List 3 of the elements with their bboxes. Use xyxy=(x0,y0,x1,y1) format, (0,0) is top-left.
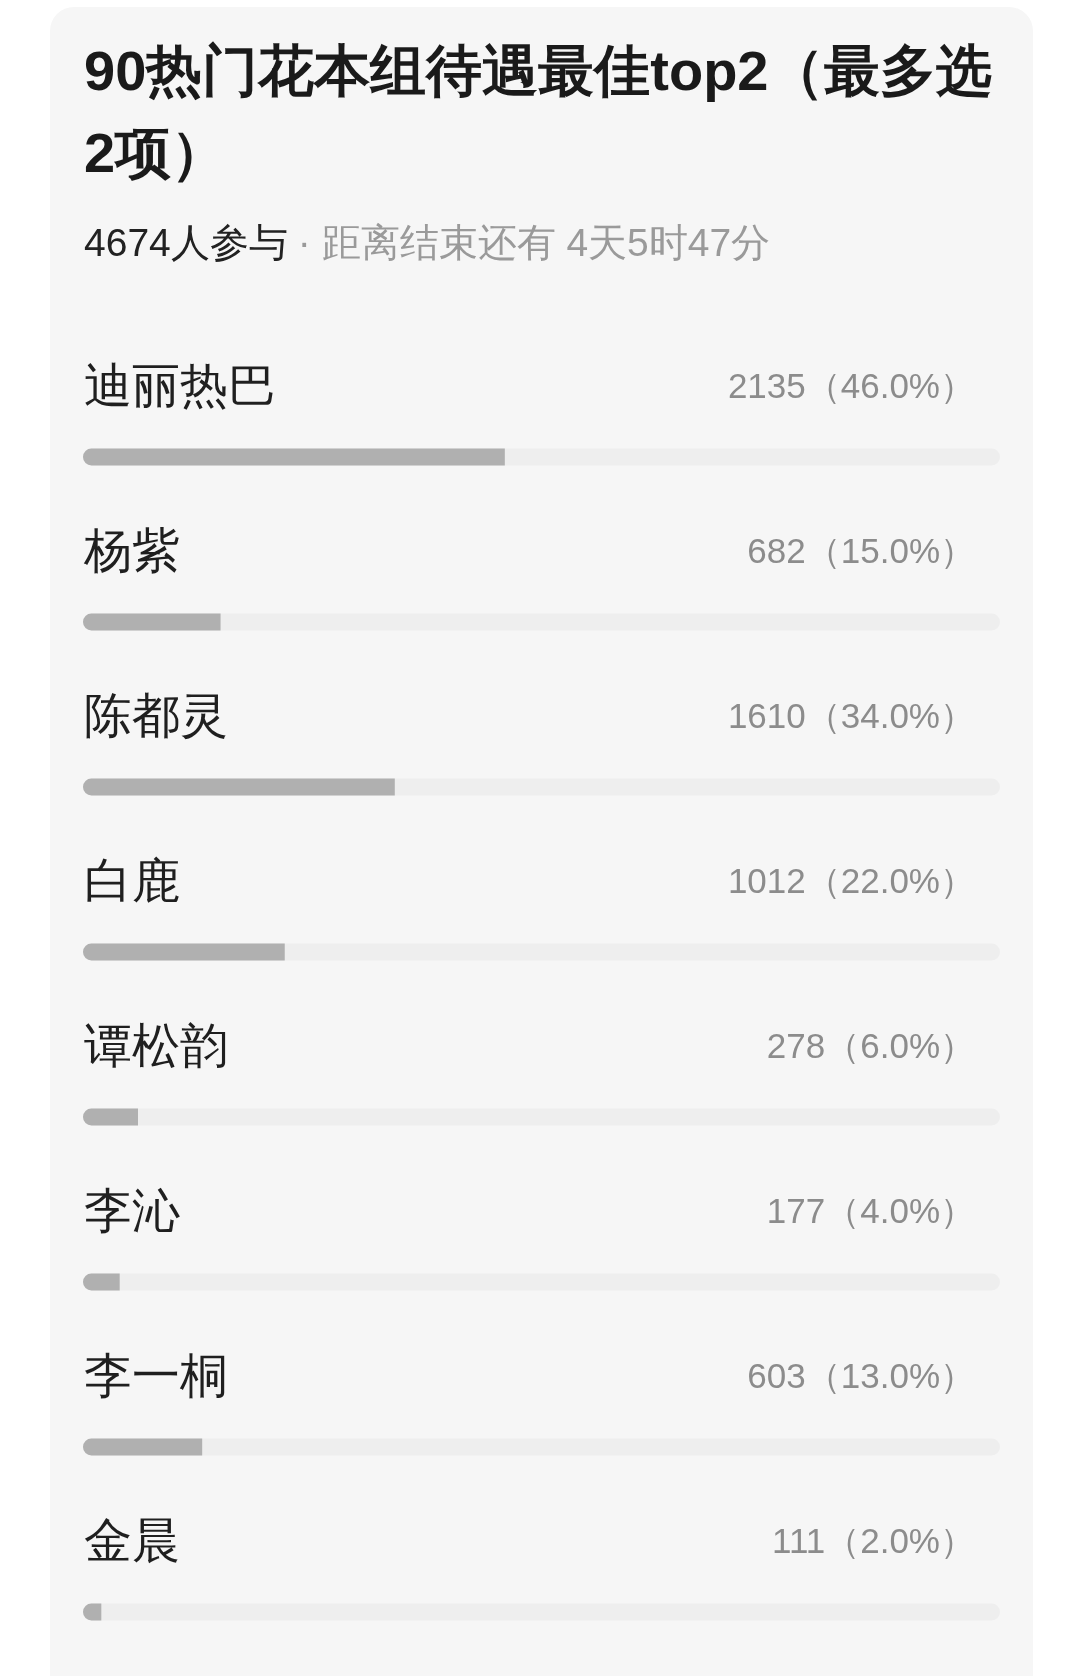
subtitle: 4674人参与 xyxy=(84,221,288,264)
annotation: · 距离结束还有 4天5时47分 xyxy=(297,221,771,264)
title: 90热门花本组待遇最佳top2（最多选2项） xyxy=(84,39,993,184)
